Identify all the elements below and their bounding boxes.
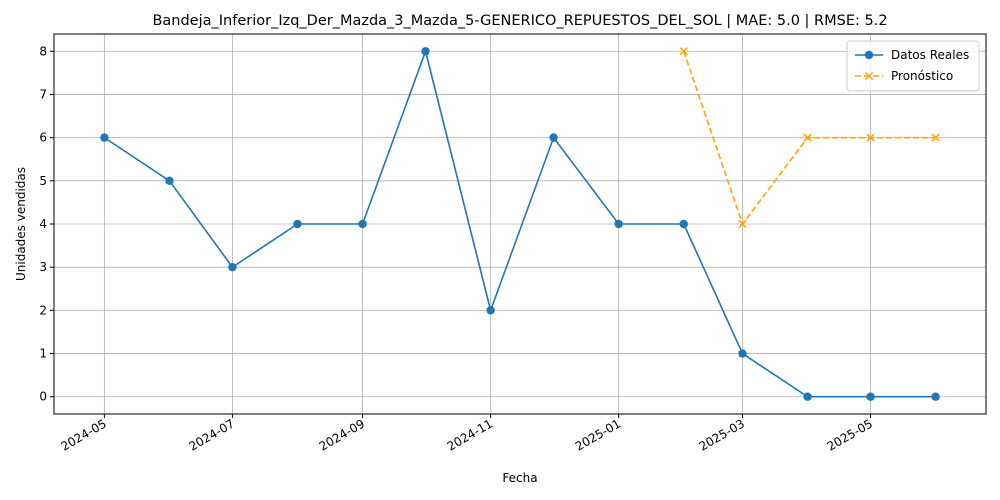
y-tick-label: 4 (39, 217, 47, 231)
data-point (738, 219, 747, 229)
legend: Datos Reales Pronóstico (846, 40, 980, 92)
data-point (931, 133, 940, 142)
data-point (614, 219, 623, 229)
x-tick-label: 2025-05 (825, 416, 875, 453)
data-point (293, 219, 302, 229)
legend-box (846, 40, 980, 92)
legend-label: Datos Reales (891, 48, 969, 62)
data-point (803, 133, 812, 142)
data-point (486, 306, 495, 315)
y-tick-label: 2 (39, 303, 47, 317)
legend-label: Pronóstico (891, 69, 953, 83)
data-point (803, 392, 812, 401)
x-tick-label: 2024-09 (317, 416, 367, 453)
y-tick-label: 8 (39, 44, 47, 58)
y-tick-label: 0 (39, 390, 47, 404)
data-point (866, 133, 875, 142)
x-tick-label: 2024-05 (58, 416, 108, 453)
y-tick-label: 3 (39, 260, 47, 274)
data-point (100, 133, 109, 142)
y-tick-label: 7 (39, 87, 47, 101)
legend-item: Datos Reales (855, 48, 969, 62)
legend-item: Pronóstico (855, 69, 953, 83)
y-axis-label: Unidades vendidas (14, 167, 28, 281)
x-tick-label: 2024-11 (445, 416, 495, 453)
data-point (358, 219, 367, 229)
chart-title: Bandeja_Inferior_Izq_Der_Mazda_3_Mazda_5… (152, 13, 887, 29)
data-point (549, 133, 558, 142)
legend-marker (864, 71, 874, 81)
y-tick-label: 1 (39, 347, 47, 361)
series-forecast (679, 47, 940, 229)
x-tick-label: 2025-03 (697, 416, 747, 453)
data-point (679, 47, 688, 56)
x-axis-label: Fecha (502, 471, 537, 485)
legend-marker (864, 50, 874, 60)
series-line (103, 48, 936, 398)
series-actual (100, 47, 940, 401)
grid-layer (54, 34, 986, 414)
x-tick-label: 2024-07 (187, 416, 237, 453)
x-tick-label: 2025-01 (573, 416, 623, 453)
y-tick-label: 5 (39, 174, 47, 188)
data-point (679, 219, 688, 229)
data-point (738, 349, 747, 358)
ticks-layer: 0 1 2 3 4 5 6 7 8 2024-05 2024-07 2024-09 2024-11 202… (39, 44, 875, 453)
data-point (165, 176, 174, 186)
series-layer (100, 47, 940, 401)
data-point (421, 47, 430, 56)
data-point (931, 392, 940, 401)
data-point (866, 392, 875, 401)
data-point (228, 262, 237, 272)
y-tick-label: 6 (39, 131, 47, 145)
